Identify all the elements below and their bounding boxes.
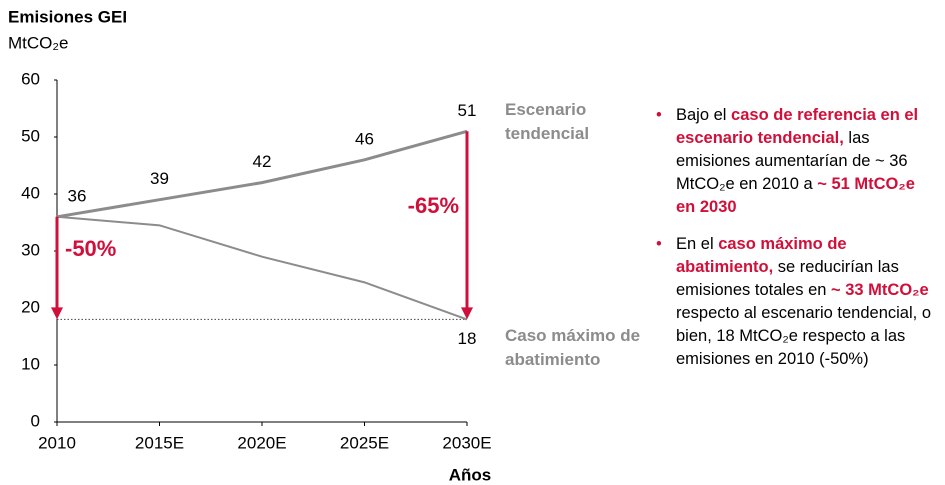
x-tick-label: 2025E bbox=[340, 433, 389, 452]
x-tick-label: 2010 bbox=[38, 433, 76, 452]
note-text: En el bbox=[676, 235, 714, 253]
x-tick-label: 2015E bbox=[135, 433, 184, 452]
note-highlight: ~ 33 MtCO₂e bbox=[831, 281, 929, 299]
series-line bbox=[56, 129, 468, 219]
chart-title: Emisiones GEI bbox=[8, 7, 127, 26]
series-label: Escenario tendencial bbox=[505, 100, 590, 143]
annotation: -50% bbox=[65, 236, 116, 261]
data-label: 46 bbox=[355, 129, 374, 148]
arrow-head bbox=[461, 307, 473, 320]
arrow-head bbox=[51, 307, 63, 320]
annotation: -65% bbox=[408, 193, 459, 218]
note-text: Bajo el bbox=[676, 106, 727, 124]
note-text: las emisiones aumentarían de ~ 36 MtCO₂e… bbox=[676, 129, 908, 193]
data-label: 51 bbox=[458, 101, 477, 120]
note-text: respecto al escenario tendencial, o bien… bbox=[676, 304, 931, 368]
y-tick-label: 60 bbox=[21, 69, 40, 88]
data-label: 42 bbox=[253, 152, 272, 171]
note: Bajo el caso de referencia en el escenar… bbox=[656, 104, 938, 219]
x-tick-label: 2030E bbox=[442, 433, 491, 452]
y-tick-label: 10 bbox=[21, 354, 40, 373]
series-label: Caso máximo de abatimiento bbox=[505, 326, 641, 369]
y-tick-label: 0 bbox=[31, 411, 40, 430]
x-tick-label: 2020E bbox=[237, 433, 286, 452]
note-highlight: caso de referencia en el escenario tende… bbox=[676, 106, 919, 147]
series-line bbox=[56, 215, 468, 321]
data-label: 18 bbox=[458, 329, 477, 348]
x-axis-title: Años bbox=[449, 465, 492, 484]
y-tick-label: 30 bbox=[21, 240, 40, 259]
note: En el caso máximo de abatimiento, se red… bbox=[656, 233, 938, 371]
note-highlight: ~ 51 MtCO₂e en 2030 bbox=[676, 175, 915, 216]
note-highlight: caso máximo de abatimiento, bbox=[676, 235, 847, 276]
y-tick-label: 20 bbox=[21, 297, 40, 316]
data-label: 39 bbox=[150, 169, 169, 188]
chart-subtitle: MtCO₂e bbox=[8, 33, 68, 52]
data-label: 36 bbox=[68, 186, 87, 205]
y-tick-label: 40 bbox=[21, 183, 40, 202]
y-tick-label: 50 bbox=[21, 126, 40, 145]
note-text: se reducirían las emisiones totales en bbox=[676, 258, 899, 299]
notes: Bajo el caso de referencia en el escenar… bbox=[656, 104, 938, 385]
